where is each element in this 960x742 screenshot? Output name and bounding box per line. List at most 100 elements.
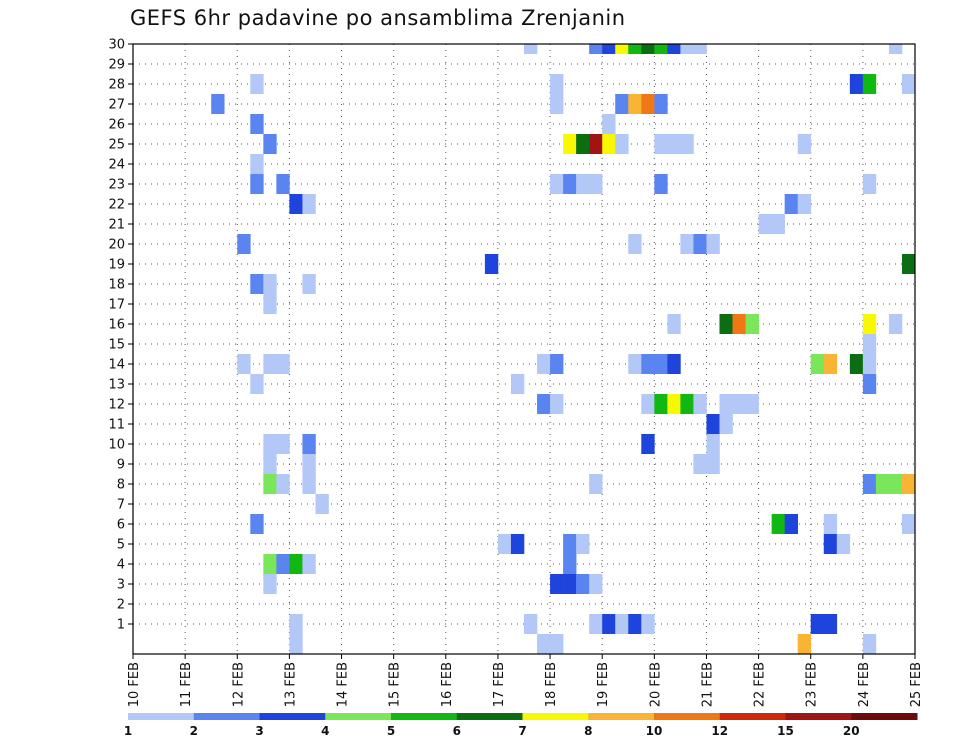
heatmap-cell	[810, 614, 825, 634]
heatmap-cell	[615, 44, 629, 54]
heatmap-cell	[797, 134, 812, 154]
heatmap-cell	[289, 634, 303, 654]
heatmap-cell	[510, 374, 525, 394]
heatmap-cell	[263, 554, 277, 574]
heatmap-cell	[589, 614, 603, 634]
heatmap-cell	[628, 94, 642, 114]
heatmap-cell	[263, 294, 277, 314]
x-tick-label: 21 FEB	[700, 662, 715, 707]
heatmap-cell	[589, 134, 603, 154]
legend-label: 8	[584, 724, 592, 738]
heatmap-cell	[250, 154, 264, 174]
heatmap-cell	[615, 614, 629, 634]
heatmap-cell	[302, 194, 316, 214]
heatmap-cell	[654, 94, 668, 114]
heatmap-cell	[628, 614, 642, 634]
heatmap-cell	[641, 614, 655, 634]
legend-label: 1	[124, 724, 132, 738]
heatmap-cell	[302, 454, 316, 474]
heatmap-cell	[823, 534, 838, 554]
heatmap-cell	[576, 134, 590, 154]
heatmap-cell	[745, 394, 759, 414]
heatmap-cell	[706, 454, 720, 474]
heatmap-cell	[654, 394, 668, 414]
chart-title: GEFS 6hr padavine po ansamblima Zrenjani…	[130, 6, 626, 30]
y-tick-label: 8	[117, 478, 125, 493]
heatmap-cell	[537, 634, 551, 654]
heatmap-cell	[289, 554, 303, 574]
heatmap-cell	[732, 394, 746, 414]
heatmap-cell	[719, 394, 733, 414]
heatmap-cell	[263, 354, 277, 374]
y-tick-label: 27	[108, 98, 125, 113]
heatmap-cell	[276, 434, 290, 454]
legend-swatch	[325, 713, 392, 720]
heatmap-cell	[615, 94, 629, 114]
legend-swatch	[128, 713, 195, 720]
heatmap-cell	[823, 514, 838, 534]
y-tick-label: 5	[117, 538, 125, 553]
heatmap-cell	[654, 134, 668, 154]
heatmap-cell	[680, 134, 694, 154]
heatmap-cell	[654, 354, 668, 374]
legend-swatch	[391, 713, 458, 720]
legend-swatch	[588, 713, 655, 720]
heatmap-cell	[706, 234, 720, 254]
heatmap-cell	[263, 574, 277, 594]
heatmap-cell	[901, 474, 916, 494]
heatmap-cell	[289, 614, 303, 634]
x-tick-label: 24 FEB	[857, 662, 872, 707]
heatmap-cell	[784, 194, 798, 214]
heatmap-cell	[484, 254, 499, 274]
heatmap-cell	[823, 614, 838, 634]
legend-swatch	[719, 713, 786, 720]
x-tick-label: 14 FEB	[336, 662, 351, 707]
y-tick-label: 12	[108, 398, 125, 413]
heatmap-cell	[602, 114, 616, 134]
heatmap-cell	[510, 534, 525, 554]
heatmap-cell	[276, 354, 290, 374]
heatmap-cell	[693, 454, 707, 474]
heatmap-cell	[667, 354, 681, 374]
x-tick-label: 20 FEB	[648, 662, 663, 707]
heatmap-cell	[497, 534, 512, 554]
heatmap-cell	[263, 274, 277, 294]
heatmap-cell	[550, 174, 564, 194]
heatmap-cell	[563, 134, 577, 154]
heatmap-cell	[576, 174, 590, 194]
legend-label: 5	[387, 724, 395, 738]
heatmap-cell	[667, 314, 681, 334]
heatmap-cell	[719, 314, 733, 334]
heatmap-cell	[628, 234, 642, 254]
legend-label: 4	[321, 724, 329, 738]
heatmap-cell	[667, 44, 681, 54]
y-tick-label: 14	[108, 358, 125, 373]
heatmap-cell	[615, 134, 629, 154]
heatmap-cell	[875, 474, 890, 494]
heatmap-cell	[862, 74, 877, 94]
x-tick-label: 12 FEB	[231, 662, 246, 707]
heatmap-cell	[680, 44, 694, 54]
heatmap-cell	[563, 554, 577, 574]
y-tick-label: 4	[117, 558, 125, 573]
heatmap-cell	[237, 354, 251, 374]
legend-label: 15	[777, 724, 794, 738]
x-tick-label: 10 FEB	[127, 662, 142, 707]
legend-swatch	[456, 713, 523, 720]
y-tick-label: 3	[117, 578, 125, 593]
heatmap-cell	[732, 314, 746, 334]
heatmap-cell	[641, 434, 655, 454]
heatmap-cell	[550, 394, 564, 414]
y-tick-label: 1	[117, 618, 125, 633]
heatmap-cell	[302, 554, 316, 574]
heatmap-cell	[250, 374, 264, 394]
heatmap-cell	[550, 94, 564, 114]
heatmap-cell	[589, 574, 603, 594]
heatmap-cell	[550, 354, 564, 374]
heatmap-cell	[550, 574, 564, 594]
y-tick-label: 23	[108, 178, 125, 193]
heatmap-cell	[602, 44, 616, 54]
legend-swatch	[654, 713, 721, 720]
y-tick-label: 29	[108, 58, 125, 73]
heatmap-cell	[237, 234, 251, 254]
